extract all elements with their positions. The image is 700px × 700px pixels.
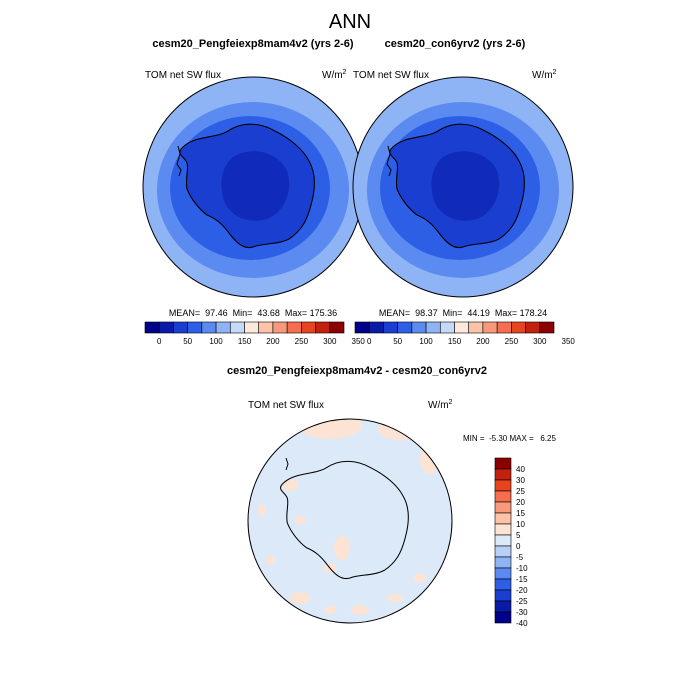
difference-colorbar-tick-label: 20 <box>516 498 525 507</box>
left-colorbar-tick-label: 100 <box>209 337 223 346</box>
right-colorbar-box <box>368 321 384 334</box>
left-colorbar-box <box>329 321 345 334</box>
left-colorbar-tick-label: 150 <box>238 337 252 346</box>
right-variable-label: TOM net SW flux <box>353 70 429 81</box>
difference-units-label: W/m2 <box>428 399 453 411</box>
right-colorbar-box <box>354 321 370 334</box>
right-colorbar-box <box>539 321 555 334</box>
difference-colorbar-box <box>494 567 512 580</box>
left-panel: cesm20_Pengfeiexp8mam4v2 (yrs 2-6) TOM n… <box>142 38 366 346</box>
right-map-border <box>352 76 574 298</box>
right-colorbar-tick-label: 300 <box>533 337 547 346</box>
difference-colorbar-tick-label: 10 <box>516 520 525 529</box>
right-panel: cesm20_con6yrv2 (yrs 2-6) TOM net SW flu… <box>352 38 576 346</box>
left-polar-map <box>143 77 363 297</box>
difference-map-border <box>247 418 453 624</box>
difference-title: cesm20_Pengfeiexp8mam4v2 - cesm20_con6yr… <box>227 365 487 377</box>
right-colorbar-box <box>482 321 498 334</box>
right-colorbar-box <box>439 321 455 334</box>
right-colorbar-box <box>425 321 441 334</box>
left-colorbar-box <box>144 321 160 334</box>
difference-colorbar-tick-label: 30 <box>516 476 525 485</box>
difference-colorbar-box <box>494 512 512 525</box>
left-colorbar-box <box>173 321 188 334</box>
left-colorbar-box <box>315 321 331 334</box>
right-colorbar-box <box>454 321 470 334</box>
right-colorbar-tick-label: 200 <box>476 337 490 346</box>
difference-colorbar-tick-label: -5 <box>516 553 524 562</box>
difference-colorbar-tick-label: 0 <box>516 542 521 551</box>
difference-colorbar-tick-label: -40 <box>516 619 528 628</box>
difference-panel: cesm20_Pengfeiexp8mam4v2 - cesm20_con6yr… <box>227 365 556 628</box>
difference-colorbar-box <box>494 534 512 547</box>
left-colorbar-box <box>272 321 288 334</box>
left-colorbar-box <box>258 321 274 334</box>
right-colorbar-tick-label: 150 <box>448 337 462 346</box>
difference-colorbar-tick-label: -30 <box>516 608 528 617</box>
difference-colorbar-tick-label: 5 <box>516 531 521 540</box>
right-colorbar-tick-label: 0 <box>367 337 372 346</box>
difference-colorbar-box <box>494 468 512 481</box>
right-polar-map <box>353 77 573 297</box>
right-colorbar-box <box>525 321 541 334</box>
left-colorbar-tick-label: 300 <box>323 337 337 346</box>
difference-colorbar: 40 30 25 20 15 10 5 0 -5 -10 -15 -20 -25 -30 -40 <box>494 457 528 628</box>
right-colorbar-box <box>383 321 398 334</box>
difference-colorbar-box <box>494 589 512 602</box>
difference-colorbar-box <box>494 490 512 503</box>
difference-colorbar-tick-label: -15 <box>516 575 528 584</box>
difference-colorbar-tick-label: -25 <box>516 597 528 606</box>
left-colorbar: 0 50 100 150 200 250 300 350 <box>144 321 366 346</box>
difference-colorbar-tick-label: 40 <box>516 465 525 474</box>
right-colorbar: 0 50 100 150 200 250 300 350 <box>354 321 576 346</box>
left-units-label: W/m2 <box>322 69 347 81</box>
difference-colorbar-tick-label: 25 <box>516 487 525 496</box>
left-colorbar-box <box>301 321 316 334</box>
right-colorbar-tick-label: 250 <box>505 337 519 346</box>
left-colorbar-box <box>215 321 231 334</box>
right-colorbar-box <box>496 321 512 334</box>
right-panel-title: cesm20_con6yrv2 (yrs 2-6) <box>385 38 526 50</box>
difference-colorbar-tick-label: -10 <box>516 564 528 573</box>
difference-colorbar-tick-label: 15 <box>516 509 525 518</box>
left-colorbar-box <box>286 321 302 334</box>
right-units-label: W/m2 <box>532 69 557 81</box>
difference-minmax-text: MIN = -5.30 MAX = 6.25 <box>463 434 556 443</box>
difference-colorbar-box <box>494 523 512 536</box>
right-colorbar-tick-label: 100 <box>419 337 433 346</box>
difference-colorbar-box <box>494 611 512 624</box>
difference-colorbar-box <box>494 545 512 558</box>
difference-colorbar-box <box>494 578 512 591</box>
page-title: ANN <box>329 11 371 33</box>
right-colorbar-tick-label: 350 <box>562 337 576 346</box>
left-variable-label: TOM net SW flux <box>145 70 221 81</box>
left-colorbar-tick-label: 50 <box>183 337 192 346</box>
difference-variable-label: TOM net SW flux <box>248 400 324 411</box>
left-colorbar-tick-label: 350 <box>352 337 366 346</box>
difference-polar-map <box>248 419 452 623</box>
difference-colorbar-box <box>494 600 512 613</box>
left-colorbar-tick-label: 200 <box>266 337 280 346</box>
right-colorbar-box <box>397 321 413 334</box>
left-colorbar-box <box>229 321 245 334</box>
right-stats-text: MEAN= 98.37 Min= 44.19 Max= 178.24 <box>379 308 547 318</box>
left-colorbar-box <box>187 321 203 334</box>
right-colorbar-box <box>511 321 526 334</box>
difference-colorbar-tick-label: -20 <box>516 586 528 595</box>
left-colorbar-box <box>244 321 260 334</box>
difference-colorbar-box <box>494 479 512 492</box>
left-colorbar-tick-label: 250 <box>295 337 309 346</box>
left-colorbar-box <box>158 321 174 334</box>
right-colorbar-box <box>468 321 484 334</box>
left-stats-text: MEAN= 97.46 Min= 43.68 Max= 175.36 <box>169 308 337 318</box>
difference-colorbar-box <box>494 501 512 514</box>
difference-colorbar-box <box>494 556 512 569</box>
left-colorbar-tick-label: 0 <box>157 337 162 346</box>
left-colorbar-box <box>201 321 217 334</box>
difference-colorbar-box <box>494 457 512 470</box>
left-panel-title: cesm20_Pengfeiexp8mam4v2 (yrs 2-6) <box>152 38 354 50</box>
right-colorbar-box <box>411 321 427 334</box>
right-colorbar-tick-label: 50 <box>393 337 402 346</box>
